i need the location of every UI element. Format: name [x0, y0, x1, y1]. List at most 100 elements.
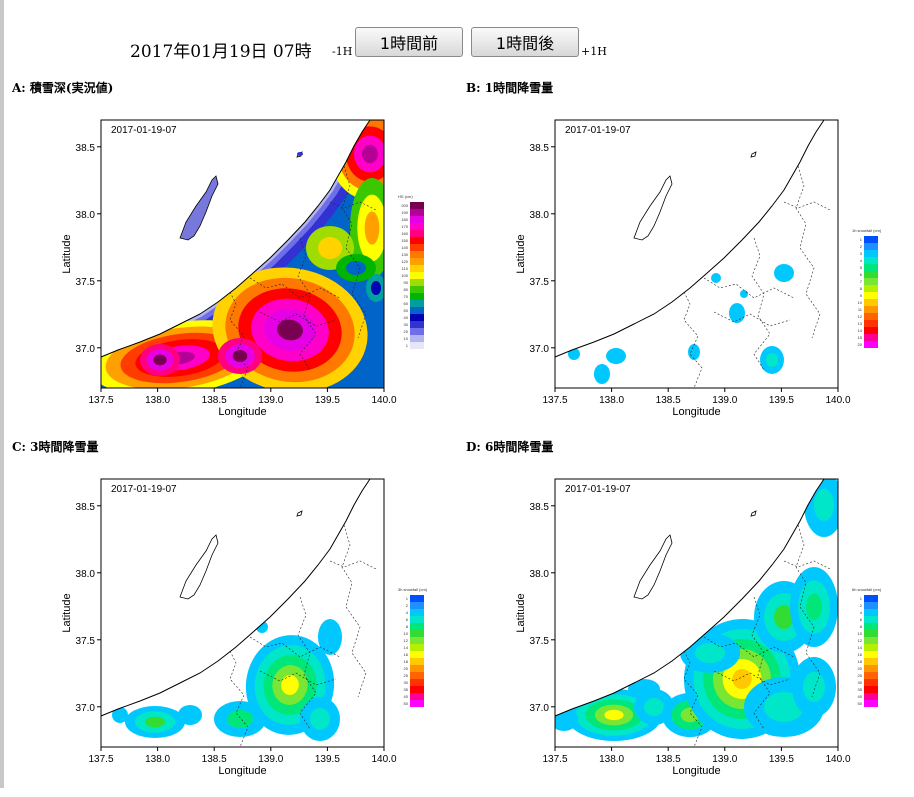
contour-level — [806, 593, 822, 621]
boundary-line — [329, 560, 377, 570]
plot-frame — [100, 478, 385, 748]
colorbar-tick-label: 70 — [404, 294, 409, 299]
colorbar-tick-label: 160 — [401, 231, 408, 236]
colorbar-tick-label: 1 — [406, 343, 409, 348]
next-hour-button[interactable]: 1時間後 — [471, 27, 579, 57]
colorbar-tick-label: 12 — [858, 314, 863, 319]
colorbar-tick-label: 4 — [860, 258, 863, 263]
y-tick-label: 37.0 — [76, 703, 96, 714]
boundary-line — [751, 237, 771, 371]
colorbar-tick-label: 20 — [404, 666, 409, 671]
colorbar-swatch — [864, 313, 878, 320]
colorbar-tick-label: 30 — [858, 680, 863, 685]
colorbar-tick-label: 5 — [860, 265, 863, 270]
colorbar-swatch — [864, 299, 878, 306]
y-tick-label: 38.0 — [76, 210, 96, 221]
snowfall-cell — [178, 705, 202, 725]
colorbar-swatch — [410, 202, 424, 209]
colorbar-swatch — [410, 342, 424, 349]
snowfall-cell — [740, 290, 748, 298]
x-tick-label: 138.0 — [145, 754, 170, 765]
colorbar-swatch — [864, 285, 878, 292]
colorbar-tick-label: 2 — [860, 244, 863, 249]
colorbar-swatch — [864, 257, 878, 264]
snowfall-cell — [125, 706, 185, 738]
boundary-line — [713, 670, 791, 686]
basin-patch — [366, 274, 384, 302]
colorbar-swatch — [864, 672, 878, 679]
colorbar-tick-label: 25 — [404, 673, 409, 678]
contour-level — [371, 281, 381, 295]
colorbar-tick-label: 200 — [401, 203, 408, 208]
contour-level — [178, 705, 202, 725]
snowfall-cell — [688, 344, 700, 360]
contour-level — [740, 290, 748, 298]
x-tick-label: 138.5 — [202, 754, 227, 765]
colorbar-tick-label: 130 — [401, 252, 408, 257]
colorbar-tick-label: 120 — [401, 259, 408, 264]
colorbar-swatch — [864, 278, 878, 285]
colorbar-swatch — [864, 236, 878, 243]
colorbar-tick-label: 6 — [406, 617, 409, 622]
colorbar-swatch — [410, 679, 424, 686]
colorbar-swatch — [410, 223, 424, 230]
colorbar-tick-label: 7 — [860, 279, 863, 284]
boundary-line — [683, 291, 703, 389]
snowfall-cell — [606, 348, 626, 364]
contour-level — [814, 489, 834, 521]
colorbar-swatch — [410, 602, 424, 609]
colorbar-tick-label: 12 — [404, 638, 409, 643]
y-tick-label: 38.0 — [76, 569, 96, 580]
boundary-line — [795, 165, 821, 339]
colorbar-swatch — [864, 609, 878, 616]
colorbar-tick-label: 9 — [860, 293, 863, 298]
boundary-line — [703, 277, 795, 299]
snowfall-6h-map: 137.5 138.0 138.5 139.0 139.5 140.037.037.538… — [515, 478, 882, 777]
map-timestamp: 2017-01-19-07 — [111, 125, 177, 136]
colorbar-tick-label: 6 — [860, 272, 863, 277]
snowfall-cell — [256, 621, 268, 633]
colorbar-tick-label: 1 — [406, 596, 409, 601]
contour-level — [628, 679, 660, 699]
colorbar-tick-label: 15 — [858, 335, 863, 340]
contour-level — [555, 707, 578, 731]
contour-level — [227, 710, 253, 728]
colorbar-title: 1h snowfall (cm) — [852, 228, 882, 233]
colorbar-swatch — [410, 251, 424, 258]
colorbar-tick-label: 50 — [404, 308, 409, 313]
y-tick-label: 38.0 — [530, 569, 550, 580]
y-tick-label: 38.0 — [530, 210, 550, 221]
contour-level — [644, 698, 664, 716]
colorbar-tick-label: 40 — [404, 694, 409, 699]
snowfall-cell — [680, 633, 740, 673]
previous-hour-button[interactable]: 1時間前 — [355, 27, 463, 57]
colorbar-tick-label: 8 — [860, 624, 863, 629]
snowfall-cell — [594, 364, 610, 384]
snowfall-cell — [112, 707, 128, 723]
minus-hour-label: -1H — [332, 45, 353, 58]
snowfall-field — [568, 264, 794, 384]
awashima-island — [750, 151, 757, 158]
colorbar-tick-label: 12 — [858, 638, 863, 643]
x-tick-label: 137.5 — [88, 754, 113, 765]
snowfall-field — [112, 619, 342, 741]
colorbar-tick-label: 8 — [860, 286, 863, 291]
x-tick-label: 140.0 — [371, 754, 396, 765]
colorbar-tick-label: 20 — [858, 342, 863, 347]
snowfall-cell — [568, 348, 580, 360]
map-panel-c: 137.5 138.0 138.5 139.0 139.5 140.0 37.0 37.5 38… — [0, 457, 440, 797]
contour-level — [318, 237, 342, 259]
x-tick-label: 139.0 — [258, 754, 283, 765]
contour-level — [362, 144, 378, 164]
boundary-line — [297, 237, 317, 371]
colorbar-tick-label: 3 — [860, 251, 863, 256]
colorbar-swatch — [410, 630, 424, 637]
x-tick-label: 139.5 — [315, 395, 340, 406]
colorbar-swatch — [864, 320, 878, 327]
colorbar-swatch — [864, 644, 878, 651]
colorbar-swatch — [864, 623, 878, 630]
sado-island — [633, 175, 673, 241]
y-tick-label: 37.5 — [76, 277, 96, 288]
colorbar-tick-label: 13 — [858, 321, 863, 326]
prefecture-boundaries — [683, 524, 831, 748]
